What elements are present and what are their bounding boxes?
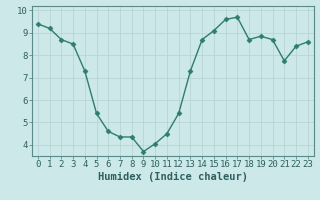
X-axis label: Humidex (Indice chaleur): Humidex (Indice chaleur) [98, 172, 248, 182]
